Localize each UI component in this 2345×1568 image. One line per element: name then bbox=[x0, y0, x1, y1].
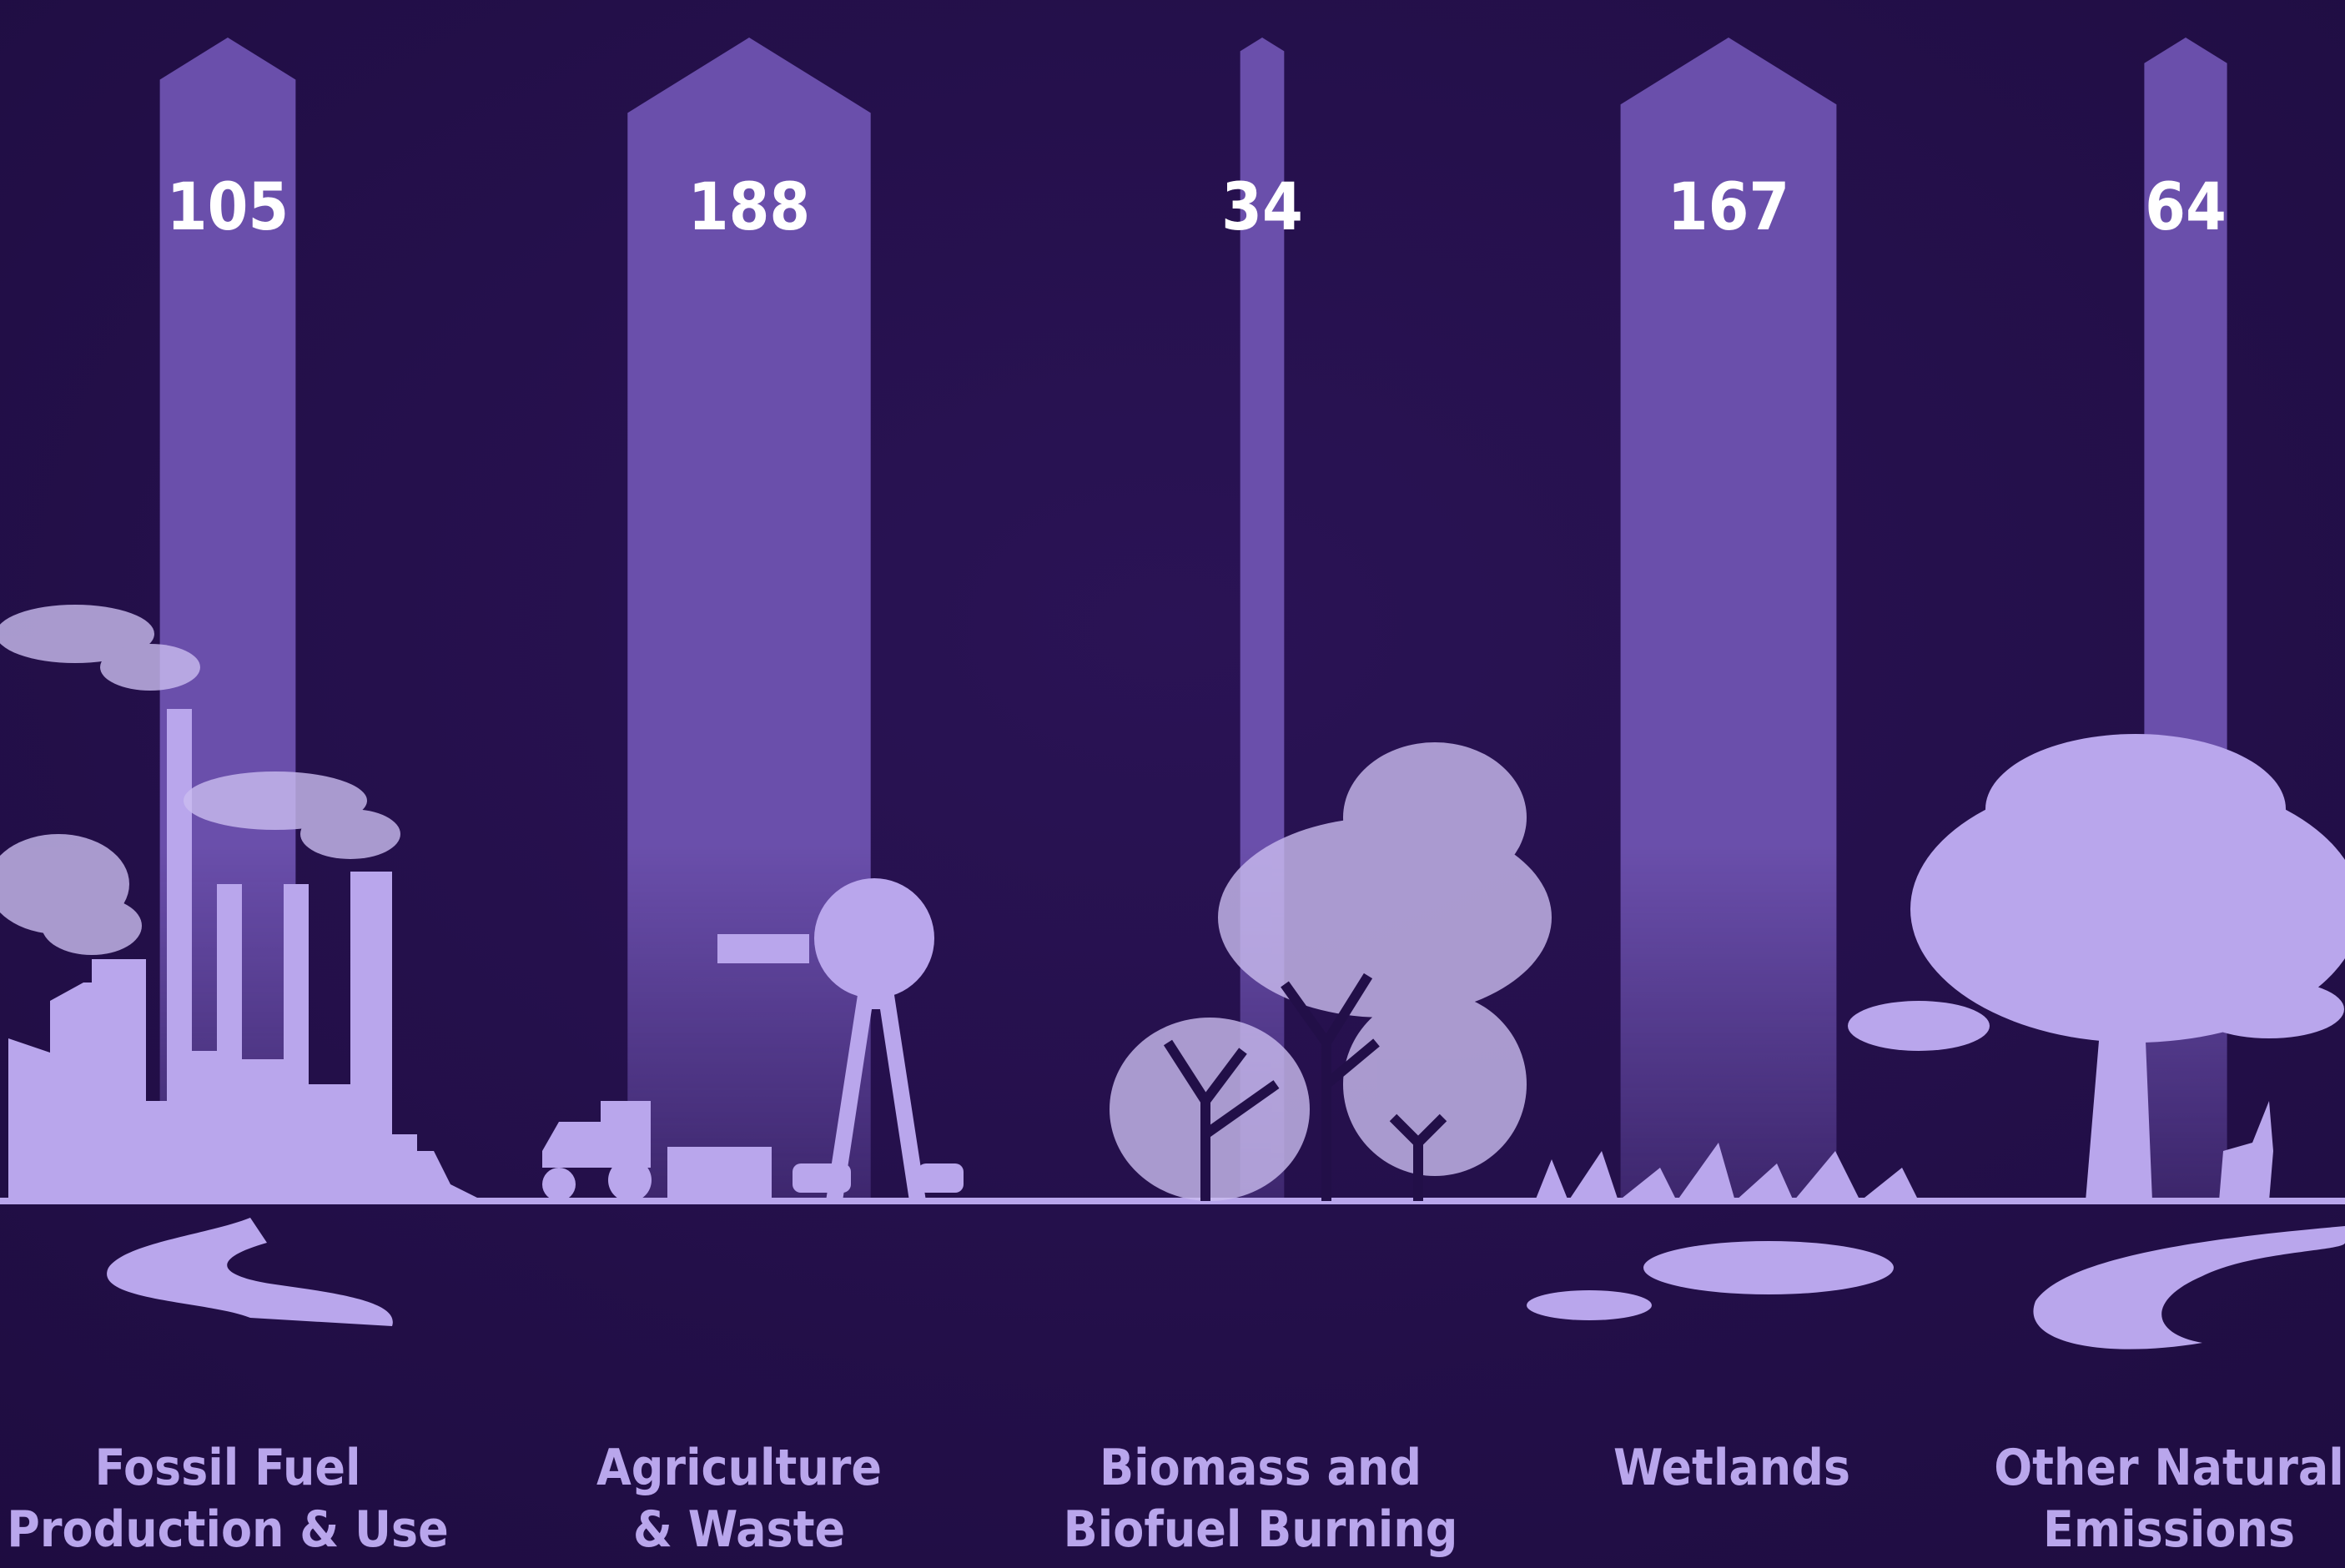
arrow bbox=[627, 38, 871, 1198]
tree bbox=[1848, 734, 2345, 1349]
river bbox=[107, 1218, 393, 1326]
arrow bbox=[159, 38, 296, 1198]
wetlands bbox=[1527, 1143, 1919, 1320]
value-label: 105 bbox=[167, 170, 289, 245]
bare-trees bbox=[1163, 972, 1447, 1201]
smoke bbox=[0, 605, 400, 955]
ground-line bbox=[0, 1198, 2345, 1204]
category-label: Wetlands bbox=[1613, 1439, 1850, 1497]
value-label: 64 bbox=[2145, 170, 2227, 245]
labels: 105 Fossil Fuel Production & Use 188 Agricul… bbox=[7, 170, 2343, 1559]
value-label: 34 bbox=[1221, 170, 1303, 245]
arrow bbox=[1620, 38, 1837, 1198]
value-label: 167 bbox=[1668, 170, 1789, 245]
burning-smoke bbox=[1110, 742, 1552, 1201]
category-label: Agriculture & Waste bbox=[596, 1439, 882, 1559]
category-label: Other Natural Emissions bbox=[1994, 1439, 2344, 1559]
category-label: Biomass and Biofuel Burning bbox=[1064, 1439, 1458, 1559]
farm bbox=[542, 878, 964, 1202]
factory bbox=[8, 709, 484, 1201]
category-label: Fossil Fuel Production & Use bbox=[7, 1439, 448, 1559]
scenery bbox=[0, 605, 2345, 1349]
value-label: 188 bbox=[688, 170, 810, 245]
